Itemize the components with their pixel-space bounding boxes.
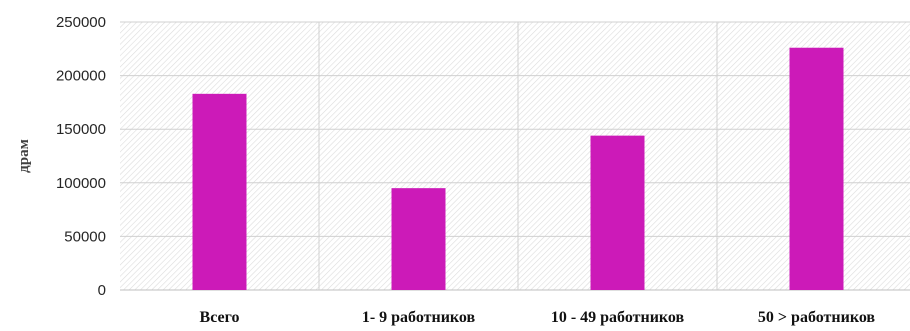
x-tick-label: 1- 9 работников (362, 309, 476, 326)
bar (789, 47, 844, 291)
y-tick-label: 250000 (56, 14, 106, 31)
bar (192, 93, 247, 290)
x-tick-label: 50 > работников (758, 309, 876, 326)
bar (391, 188, 446, 290)
y-tick-label: 200000 (56, 68, 106, 85)
x-tick-label: Всего (200, 309, 240, 326)
bar (590, 135, 645, 290)
bars (192, 47, 844, 291)
plot-area (120, 22, 910, 290)
y-tick-label: 0 (98, 282, 106, 299)
y-axis: 0 50000 100000 150000 200000 250000 (56, 14, 106, 299)
gridlines (120, 21, 910, 291)
y-tick-label: 100000 (56, 175, 106, 192)
y-tick-label: 150000 (56, 121, 106, 138)
x-axis: Всего 1- 9 работников 10 - 49 работников 50… (200, 309, 876, 326)
y-axis-title: драм (16, 139, 32, 173)
y-tick-label: 50000 (64, 228, 106, 245)
x-tick-label: 10 - 49 работников (551, 309, 685, 326)
